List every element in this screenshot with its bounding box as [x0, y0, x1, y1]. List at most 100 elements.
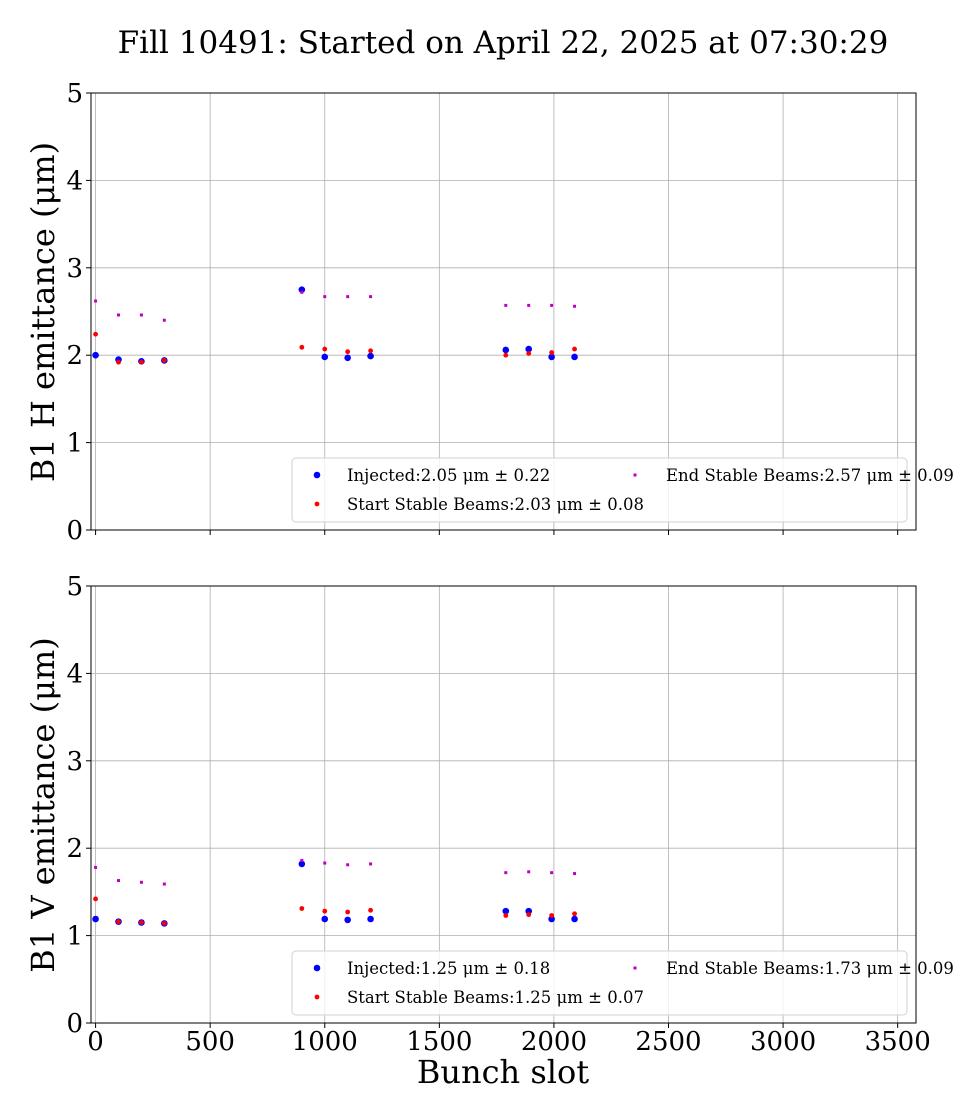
marker-end-h [573, 304, 577, 308]
x-tick-label: 2500 [635, 1027, 701, 1057]
marker-injected-v [502, 907, 510, 915]
panel-horizontal: 0 1 2 3 4 5 B1 H emittance (μm) Injected:2.05… [24, 79, 954, 546]
marker-injected-v [344, 916, 351, 924]
marker-end-v [139, 880, 143, 884]
marker-start-h [139, 359, 144, 365]
marker-start-h [503, 352, 509, 358]
chart-title: Fill 10491: Started on April 22, 2025 at… [118, 25, 889, 61]
x-tick-label: 3000 [750, 1027, 816, 1057]
marker-end-v [117, 879, 120, 883]
plot-frame-h [90, 92, 917, 531]
marker-start-v [93, 896, 98, 902]
x-tick-label: 0 [87, 1027, 104, 1057]
marker-start-v [526, 912, 532, 918]
marker-start-h [572, 346, 577, 352]
marker-end-h [162, 318, 166, 322]
marker-start-h [549, 350, 555, 355]
marker-start-h [526, 351, 532, 356]
marker-injected-h [548, 353, 555, 361]
marker-injected-h [344, 354, 351, 362]
y-tick-label-h: 3 [66, 254, 83, 284]
marker-injected-v [571, 915, 578, 923]
legend-label-injected-v: Injected:1.25 μm ± 0.18 [347, 959, 550, 978]
markers-v [92, 858, 578, 927]
marker-start-h [368, 348, 373, 354]
marker-start-h [116, 359, 121, 365]
marker-start-v [322, 908, 328, 914]
marker-end-h [346, 295, 350, 299]
marker-start-v [161, 920, 167, 926]
marker-injected-h [367, 352, 374, 360]
legend-marker-injected-h [313, 471, 321, 479]
marker-end-v [504, 871, 508, 875]
y-tick-label-v: 5 [66, 572, 83, 602]
y-tick-label-h: 2 [66, 341, 83, 371]
marker-end-v [300, 858, 304, 862]
y-tick-label-v: 1 [66, 922, 83, 952]
marker-start-v [116, 919, 121, 925]
legend-label-injected-h: Injected:2.05 μm ± 0.22 [347, 466, 550, 485]
marker-end-v [550, 871, 554, 875]
marker-end-h [139, 313, 143, 317]
marker-end-v [162, 882, 166, 886]
x-tick-label: 3500 [865, 1027, 931, 1057]
marker-injected-v [321, 915, 329, 923]
marker-start-h [322, 346, 328, 352]
plot-frame-v [90, 585, 917, 1024]
marker-injected-v [525, 907, 533, 915]
legend-label-start-v: Start Stable Beams:1.25 μm ± 0.07 [347, 988, 644, 1007]
marker-end-h [300, 290, 304, 294]
legend-box-v [291, 950, 908, 1016]
marker-end-h [323, 295, 327, 299]
legend-h: Injected:2.05 μm ± 0.22 Start Stable Bea… [291, 457, 954, 523]
legend-label-end-h: End Stable Beams:2.57 μm ± 0.09 [666, 466, 954, 485]
y-axis-label-h: B1 H emittance (μm) [24, 142, 62, 482]
y-tick-label-v: 4 [66, 659, 83, 689]
marker-injected-h [92, 351, 99, 359]
y-tick-label-v: 3 [66, 747, 83, 777]
marker-end-v [346, 863, 350, 867]
marker-start-h [345, 349, 351, 355]
marker-start-v [139, 920, 144, 925]
legend-v: Injected:1.25 μm ± 0.18 Start Stable Bea… [291, 950, 954, 1016]
marker-end-h [369, 295, 373, 299]
panel-vertical: 0 500 1000 1500 2000 2500 3000 3500 0 1 2 3 4 5 B1 V … [24, 572, 954, 1057]
legend-marker-end-v [633, 966, 637, 970]
legend-box-h [291, 457, 908, 523]
marker-end-v [94, 865, 98, 869]
marker-end-v [369, 862, 373, 866]
marker-injected-h [321, 353, 329, 361]
ticks-h: 0 1 2 3 4 5 [66, 79, 899, 546]
legend-label-end-v: End Stable Beams:1.73 μm ± 0.09 [666, 959, 954, 978]
marker-end-h [550, 303, 554, 307]
marker-start-h [299, 344, 305, 350]
legend-marker-start-h [314, 501, 320, 507]
marker-end-h [94, 299, 98, 303]
marker-end-h [117, 313, 120, 317]
marker-injected-h [298, 286, 306, 293]
marker-start-v [503, 913, 509, 918]
y-tick-label-v: 0 [66, 1009, 83, 1039]
ticks-v: 0 500 1000 1500 2000 2500 3000 3500 0 1 2 3 4 5 [66, 572, 930, 1057]
marker-start-h [93, 331, 98, 337]
x-tick-label: 2000 [521, 1027, 587, 1057]
marker-start-h [161, 358, 167, 363]
marker-start-v [549, 913, 555, 918]
marker-start-v [572, 911, 577, 917]
y-tick-label-h: 4 [66, 166, 83, 196]
marker-end-v [573, 872, 577, 876]
marker-start-v [368, 907, 373, 913]
marker-injected-h [571, 353, 578, 361]
marker-injected-v [548, 915, 555, 923]
y-axis-label-v: B1 V emittance (μm) [24, 637, 62, 972]
y-tick-label-h: 5 [66, 79, 83, 109]
y-tick-label-h: 0 [66, 516, 83, 546]
marker-start-v [345, 909, 351, 915]
legend-label-start-h: Start Stable Beams:2.03 μm ± 0.08 [347, 495, 644, 514]
y-tick-label-h: 1 [66, 429, 83, 459]
marker-end-h [504, 303, 508, 307]
x-tick-label: 500 [185, 1027, 235, 1057]
marker-injected-v [92, 915, 99, 923]
y-tick-label-v: 2 [66, 834, 83, 864]
legend-marker-start-v [314, 994, 320, 1000]
